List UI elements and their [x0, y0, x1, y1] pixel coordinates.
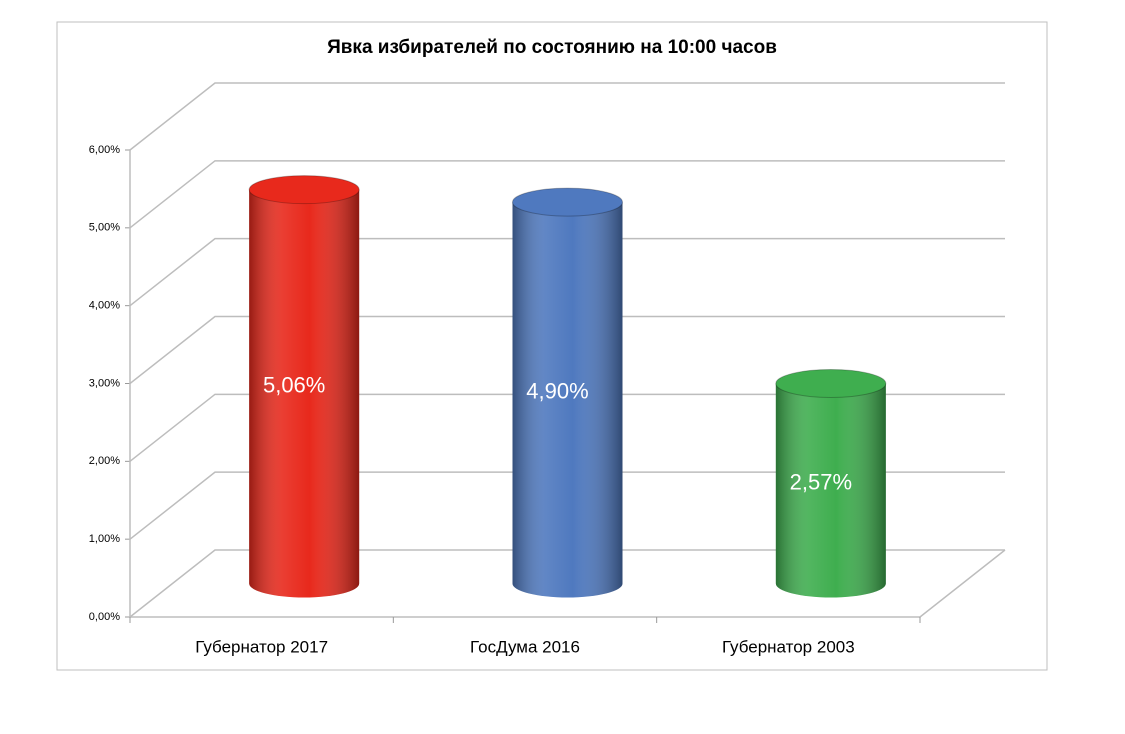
- bar-top: [775, 368, 887, 398]
- y-tick-label: 4,00%: [89, 300, 120, 312]
- x-tick-label: Губернатор 2003: [722, 637, 855, 656]
- bar-shade: [775, 383, 886, 598]
- x-tick-label: Губернатор 2017: [195, 637, 328, 656]
- bar-shade: [512, 202, 623, 598]
- grid-line: [129, 549, 1005, 618]
- grid-line: [129, 393, 1005, 462]
- y-tick-label: 2,00%: [89, 455, 120, 467]
- grid-line: [129, 471, 1005, 540]
- value-label: 5,06%: [263, 372, 325, 397]
- chart-title: Явка избирателей по состоянию на 10:00 ч…: [327, 37, 777, 58]
- value-label: 4,90%: [526, 379, 588, 404]
- grid-line: [129, 315, 1005, 385]
- y-tick-label: 3,00%: [89, 377, 120, 389]
- x-tick-label: ГосДума 2016: [470, 637, 580, 656]
- grid-line: [129, 237, 1005, 307]
- grid-line: [129, 82, 1005, 151]
- y-tick-label: 5,00%: [89, 222, 120, 234]
- grid-line: [129, 160, 1005, 229]
- y-tick-label: 0,00%: [89, 611, 120, 623]
- y-tick-label: 6,00%: [89, 144, 120, 156]
- value-label: 2,57%: [790, 469, 852, 494]
- bar-top: [248, 175, 360, 205]
- y-tick-label: 1,00%: [89, 533, 120, 545]
- bar-top: [512, 187, 623, 217]
- bar-shade: [249, 189, 360, 598]
